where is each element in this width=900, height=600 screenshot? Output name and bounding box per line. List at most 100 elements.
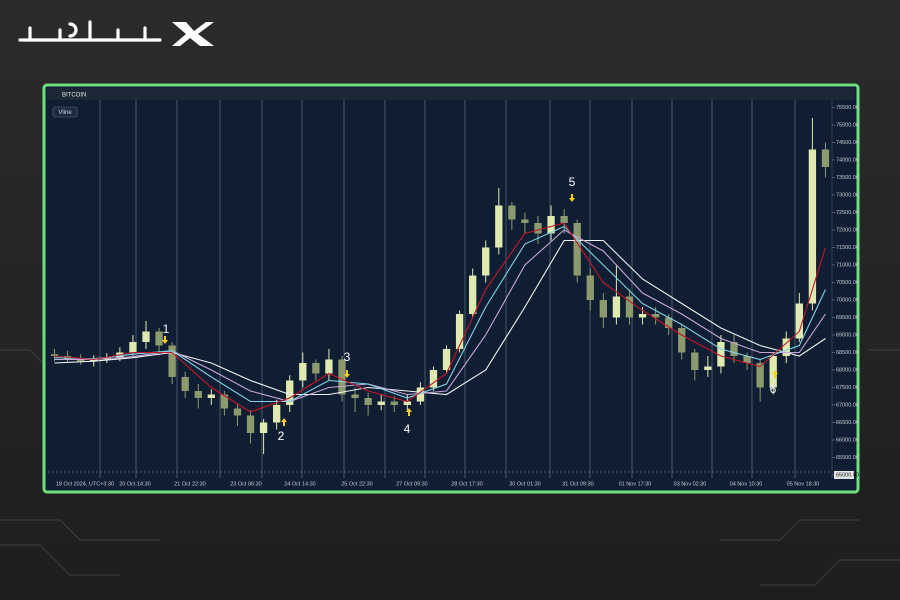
candle-body [442, 348, 451, 370]
x-tick-label: 20 Oct 14:30 [119, 481, 151, 487]
candle-body [704, 366, 712, 370]
candle-body [782, 338, 790, 356]
annotation-label: 5 [569, 175, 576, 189]
candle-body [455, 313, 464, 349]
x-tick-label: 28 Oct 17:30 [451, 481, 483, 487]
moving-average-line [54, 225, 826, 403]
candle-body [286, 380, 294, 405]
y-tick-label: 65000.00 [836, 472, 859, 478]
x-tick-label: 30 Oct 01:30 [509, 481, 541, 487]
x-tick-label: 21 Oct 22:30 [174, 481, 206, 487]
candle-body [756, 362, 764, 388]
candle-body [651, 313, 660, 318]
candle-body [207, 394, 215, 398]
candle-body [743, 355, 751, 363]
candle-body [730, 341, 738, 356]
y-tick-label: 69500.00 [836, 315, 859, 321]
moving-average-line [54, 222, 827, 413]
candle-body [364, 397, 372, 405]
candle-body [769, 355, 777, 388]
candle-body [168, 345, 176, 377]
candle-body [469, 275, 477, 314]
tool-badge[interactable] [52, 106, 78, 118]
annotation-arrow [162, 336, 168, 344]
candle-body [90, 359, 98, 362]
y-tick-label: 72500.00 [836, 210, 859, 216]
x-tick-label: 27 Oct 09:30 [396, 481, 428, 487]
x-tick-label: 24 Oct 14:30 [284, 481, 316, 487]
y-tick-label: 74000.00 [836, 157, 859, 163]
tool-label: Vline [58, 110, 72, 116]
y-tick-label: 67000.00 [836, 402, 859, 408]
price-badge [834, 470, 854, 479]
candle-body [246, 415, 255, 433]
annotation-arrow [569, 194, 575, 202]
y-tick-label: 70000.00 [836, 297, 859, 303]
candle-body [325, 359, 333, 374]
annotation-label: 6 [770, 382, 777, 396]
candle-body [416, 387, 425, 402]
y-tick-label: 67500.00 [836, 385, 859, 391]
annotation-label: 2 [278, 429, 285, 443]
x-tick-label: 05 Nov 18:30 [787, 481, 820, 487]
x-tick-label: 03 Nov 02:30 [674, 481, 707, 487]
y-tick-label: 70500.00 [836, 280, 859, 286]
annotation-label: 3 [344, 350, 351, 364]
candle-body [142, 331, 150, 342]
candle-body [625, 296, 634, 318]
y-tick-label: 72000.00 [836, 227, 859, 233]
candle-body [233, 408, 242, 416]
candle-body [599, 299, 607, 318]
y-tick-label: 75000.00 [836, 122, 859, 128]
x-tick-label: 04 Nov 10:30 [730, 481, 763, 487]
candle-body [220, 394, 229, 409]
candle-body [312, 362, 320, 374]
candle-body [665, 317, 673, 328]
candle-body [586, 275, 594, 300]
annotation-arrow [344, 370, 350, 378]
x-tick-label: 18 Oct 2024, UTC+3:30 [56, 481, 114, 487]
candle-body [508, 205, 516, 220]
y-tick-label: 65500.00 [836, 455, 859, 461]
x-tick-label: 31 Oct 09:30 [562, 481, 594, 487]
candle-body [403, 401, 411, 405]
candle-body [77, 359, 85, 362]
candle-body [547, 215, 555, 234]
candle-body [129, 341, 137, 353]
x-tick-label: 01 Nov 17:30 [619, 481, 652, 487]
candle-body [795, 303, 803, 339]
annotation-arrow [406, 408, 412, 416]
candle-body [638, 313, 647, 318]
candle-body [181, 376, 189, 391]
moving-average-line [54, 229, 826, 403]
candle-body [390, 401, 398, 405]
candle-body [521, 219, 529, 223]
y-tick-label: 66500.00 [836, 420, 859, 426]
candle-body [717, 341, 725, 367]
candle-body [808, 149, 817, 304]
candle-body [338, 359, 346, 395]
y-tick-label: 75500.00 [836, 105, 859, 111]
candle-body [377, 401, 385, 405]
moving-average-line [54, 239, 826, 396]
candle-body [299, 362, 307, 381]
symbol-label[interactable]: BITCOIN [62, 93, 86, 99]
y-tick-label: 74500.00 [836, 140, 859, 146]
candle-body [573, 222, 581, 276]
annotation-arrow [772, 370, 778, 378]
candle-body [691, 352, 699, 370]
candle-body [482, 247, 490, 276]
y-tick-label: 68500.00 [836, 350, 859, 356]
candle-body [612, 296, 621, 318]
circuit-decoration [0, 349, 900, 586]
candle-body [495, 205, 503, 248]
y-tick-label: 73500.00 [836, 175, 859, 181]
y-tick-label: 73000.00 [836, 192, 859, 198]
x-tick-label: 23 Oct 06:30 [230, 481, 262, 487]
candle-body [194, 390, 202, 398]
candle-body [429, 369, 438, 388]
y-tick-label: 66000.00 [836, 437, 859, 443]
y-tick-label: 71000.00 [836, 262, 859, 268]
x-tick-label: 25 Oct 22:30 [341, 481, 373, 487]
